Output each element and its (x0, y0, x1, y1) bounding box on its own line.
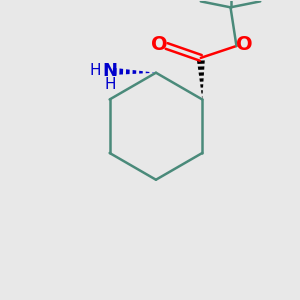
Polygon shape (197, 60, 205, 64)
Polygon shape (119, 68, 123, 75)
Polygon shape (146, 71, 149, 73)
Polygon shape (152, 72, 156, 73)
Text: H: H (89, 63, 101, 78)
Polygon shape (126, 69, 130, 74)
Polygon shape (113, 68, 117, 75)
Polygon shape (200, 84, 203, 88)
Text: N: N (102, 62, 117, 80)
Polygon shape (201, 90, 203, 94)
Text: O: O (151, 35, 167, 54)
Text: O: O (236, 35, 252, 54)
Text: H: H (104, 77, 116, 92)
Polygon shape (133, 70, 136, 74)
Polygon shape (139, 71, 143, 74)
Polygon shape (200, 78, 204, 82)
Polygon shape (199, 72, 204, 76)
Polygon shape (198, 66, 204, 70)
